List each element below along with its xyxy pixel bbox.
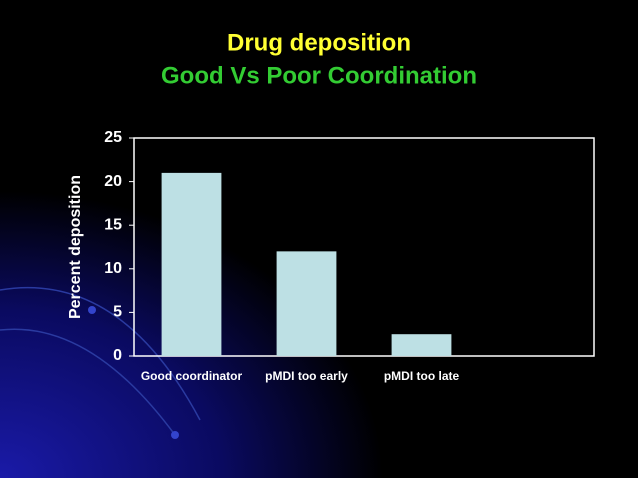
bar bbox=[391, 334, 452, 356]
chart-title: Drug deposition bbox=[227, 29, 411, 56]
y-tick-label: 10 bbox=[104, 260, 122, 277]
y-tick-label: 20 bbox=[104, 173, 122, 190]
y-tick-label: 0 bbox=[113, 347, 122, 364]
y-tick-label: 25 bbox=[104, 129, 122, 146]
x-tick-label: pMDI too late bbox=[384, 369, 460, 383]
x-tick-label: pMDI too early bbox=[265, 369, 348, 383]
y-tick-label: 15 bbox=[104, 216, 122, 233]
plot-area bbox=[133, 137, 595, 357]
bar bbox=[276, 251, 337, 356]
x-tick-label: Good coordinator bbox=[141, 369, 243, 383]
decoration bbox=[171, 431, 179, 439]
y-axis-label: Percent deposition bbox=[67, 175, 84, 319]
bar bbox=[161, 172, 222, 356]
decoration bbox=[0, 286, 201, 421]
decoration bbox=[0, 328, 176, 436]
chart-subtitle: Good Vs Poor Coordination bbox=[161, 62, 477, 89]
decoration bbox=[88, 306, 96, 314]
y-tick-label: 5 bbox=[113, 304, 122, 321]
